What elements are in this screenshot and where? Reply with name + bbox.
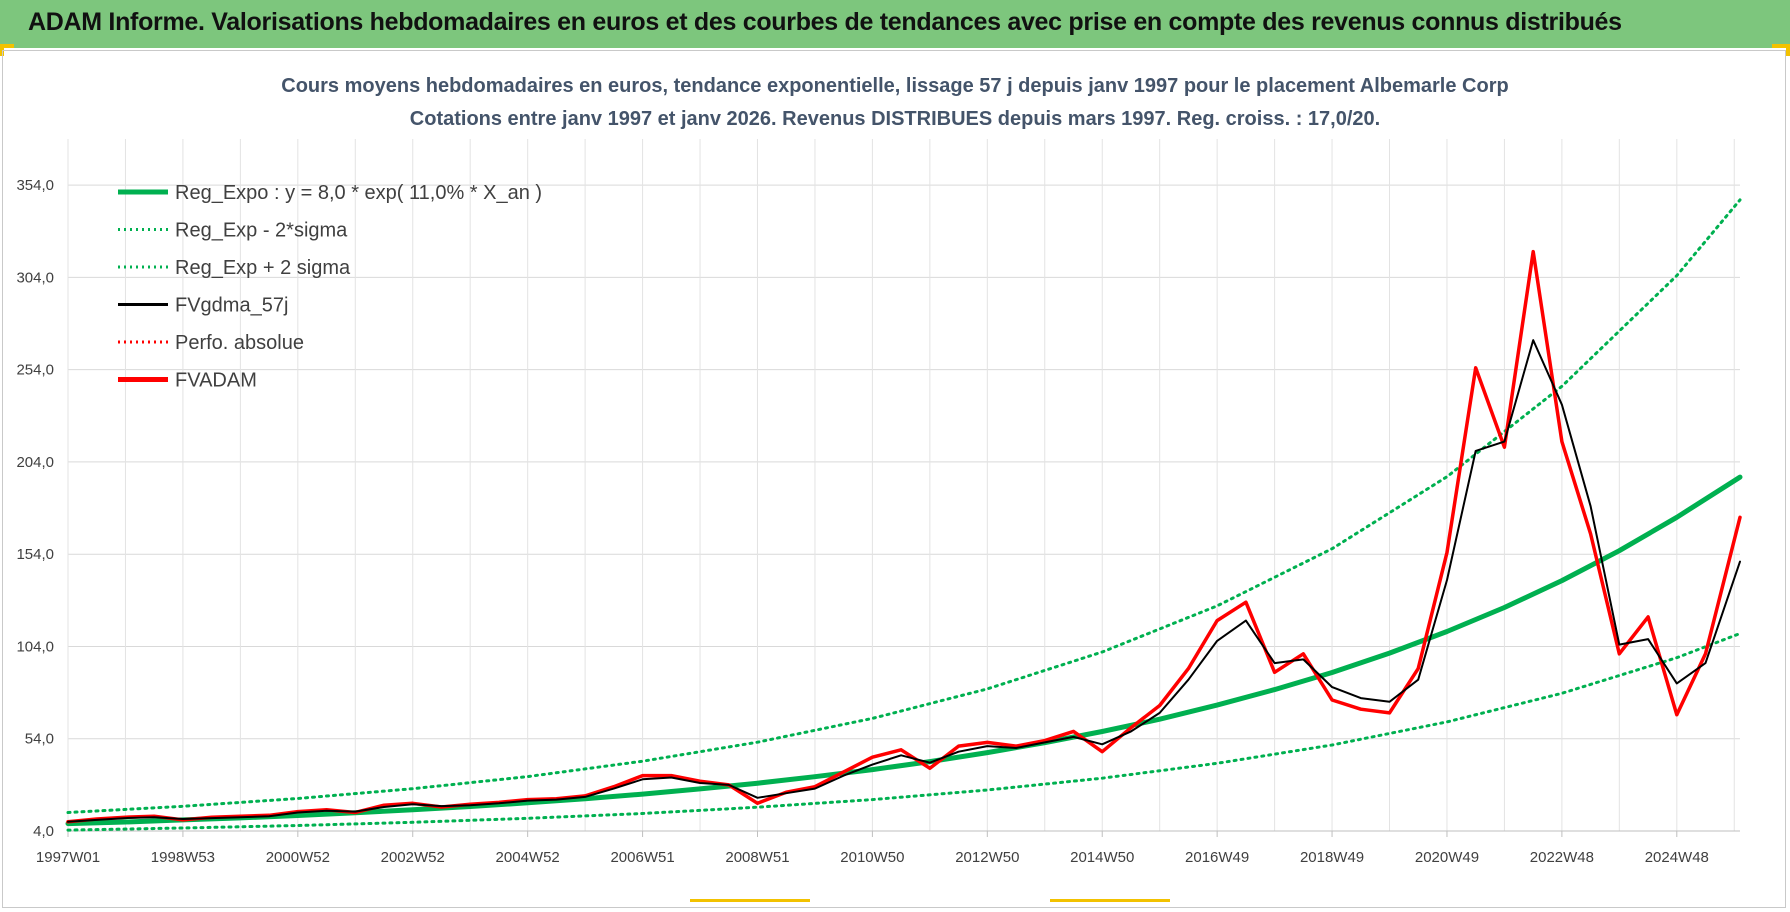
x-tick-label: 2016W49 bbox=[1185, 849, 1249, 866]
y-tick-label: 254,0 bbox=[16, 362, 54, 379]
x-tick-label: 2024W48 bbox=[1645, 849, 1709, 866]
x-tick-label: 1998W53 bbox=[151, 849, 215, 866]
bottom-mark-2 bbox=[1050, 899, 1170, 902]
series-line-3 bbox=[67, 339, 1741, 823]
x-tick-label: 2018W49 bbox=[1300, 849, 1364, 866]
corner-mark-left bbox=[0, 44, 14, 48]
chart-title: Cours moyens hebdomadaires en euros, ten… bbox=[281, 75, 1508, 97]
series-line-0 bbox=[65, 474, 1743, 827]
x-tick-label: 2004W52 bbox=[496, 849, 560, 866]
legend-label: Reg_Exp - 2*sigma bbox=[175, 220, 348, 242]
y-tick-label: 4,0 bbox=[33, 823, 54, 840]
x-tick-label: 2014W50 bbox=[1070, 849, 1134, 866]
x-axis-ticks: 1997W01 1998W53 2000W52 2002W52 2004W52 2006W… bbox=[36, 831, 1709, 866]
x-tick-label: 2008W51 bbox=[725, 849, 789, 866]
y-tick-label: 54,0 bbox=[25, 731, 54, 748]
x-tick-label: 2022W48 bbox=[1530, 849, 1594, 866]
series-line-2 bbox=[66, 198, 1742, 814]
report-banner: ADAM Informe. Valorisations hebdomadaire… bbox=[0, 0, 1790, 48]
x-tick-label: 1997W01 bbox=[36, 849, 100, 866]
legend-label: FVgdma_57j bbox=[175, 295, 288, 317]
y-tick-label: 154,0 bbox=[16, 546, 54, 563]
chart-subtitle: Cotations entre janv 1997 et janv 2026. … bbox=[410, 108, 1380, 130]
bottom-mark-1 bbox=[690, 899, 810, 902]
x-tick-label: 2010W50 bbox=[840, 849, 904, 866]
report-title: ADAM Informe. Valorisations hebdomadaire… bbox=[28, 8, 1622, 36]
series-line-5 bbox=[66, 249, 1742, 824]
y-tick-label: 204,0 bbox=[16, 454, 54, 471]
x-tick-label: 2002W52 bbox=[381, 849, 445, 866]
legend-label: FVADAM bbox=[175, 370, 257, 392]
chart-frame bbox=[2, 50, 1786, 908]
y-tick-label: 104,0 bbox=[16, 638, 54, 655]
y-tick-label: 354,0 bbox=[16, 177, 54, 194]
legend-label: Perfo. absolue bbox=[175, 332, 304, 354]
series-line-1 bbox=[66, 632, 1742, 832]
x-tick-label: 2020W49 bbox=[1415, 849, 1479, 866]
x-tick-label: 2012W50 bbox=[955, 849, 1019, 866]
grid bbox=[67, 139, 1740, 832]
corner-mark-right bbox=[1772, 44, 1790, 48]
series-group bbox=[65, 198, 1743, 832]
x-tick-label: 2000W52 bbox=[266, 849, 330, 866]
legend: Reg_Expo : y = 8,0 * exp( 11,0% * X_an )… bbox=[118, 182, 542, 392]
y-axis-ticks: 354,0 304,0 254,0 204,0 154,0 104,0 54,0 4,0 bbox=[16, 177, 54, 840]
y-tick-label: 304,0 bbox=[16, 269, 54, 286]
corner-mark-right-lower bbox=[1786, 48, 1790, 56]
legend-label: Reg_Exp + 2 sigma bbox=[175, 257, 351, 279]
legend-label: Reg_Expo : y = 8,0 * exp( 11,0% * X_an ) bbox=[175, 182, 542, 204]
x-tick-label: 2006W51 bbox=[610, 849, 674, 866]
